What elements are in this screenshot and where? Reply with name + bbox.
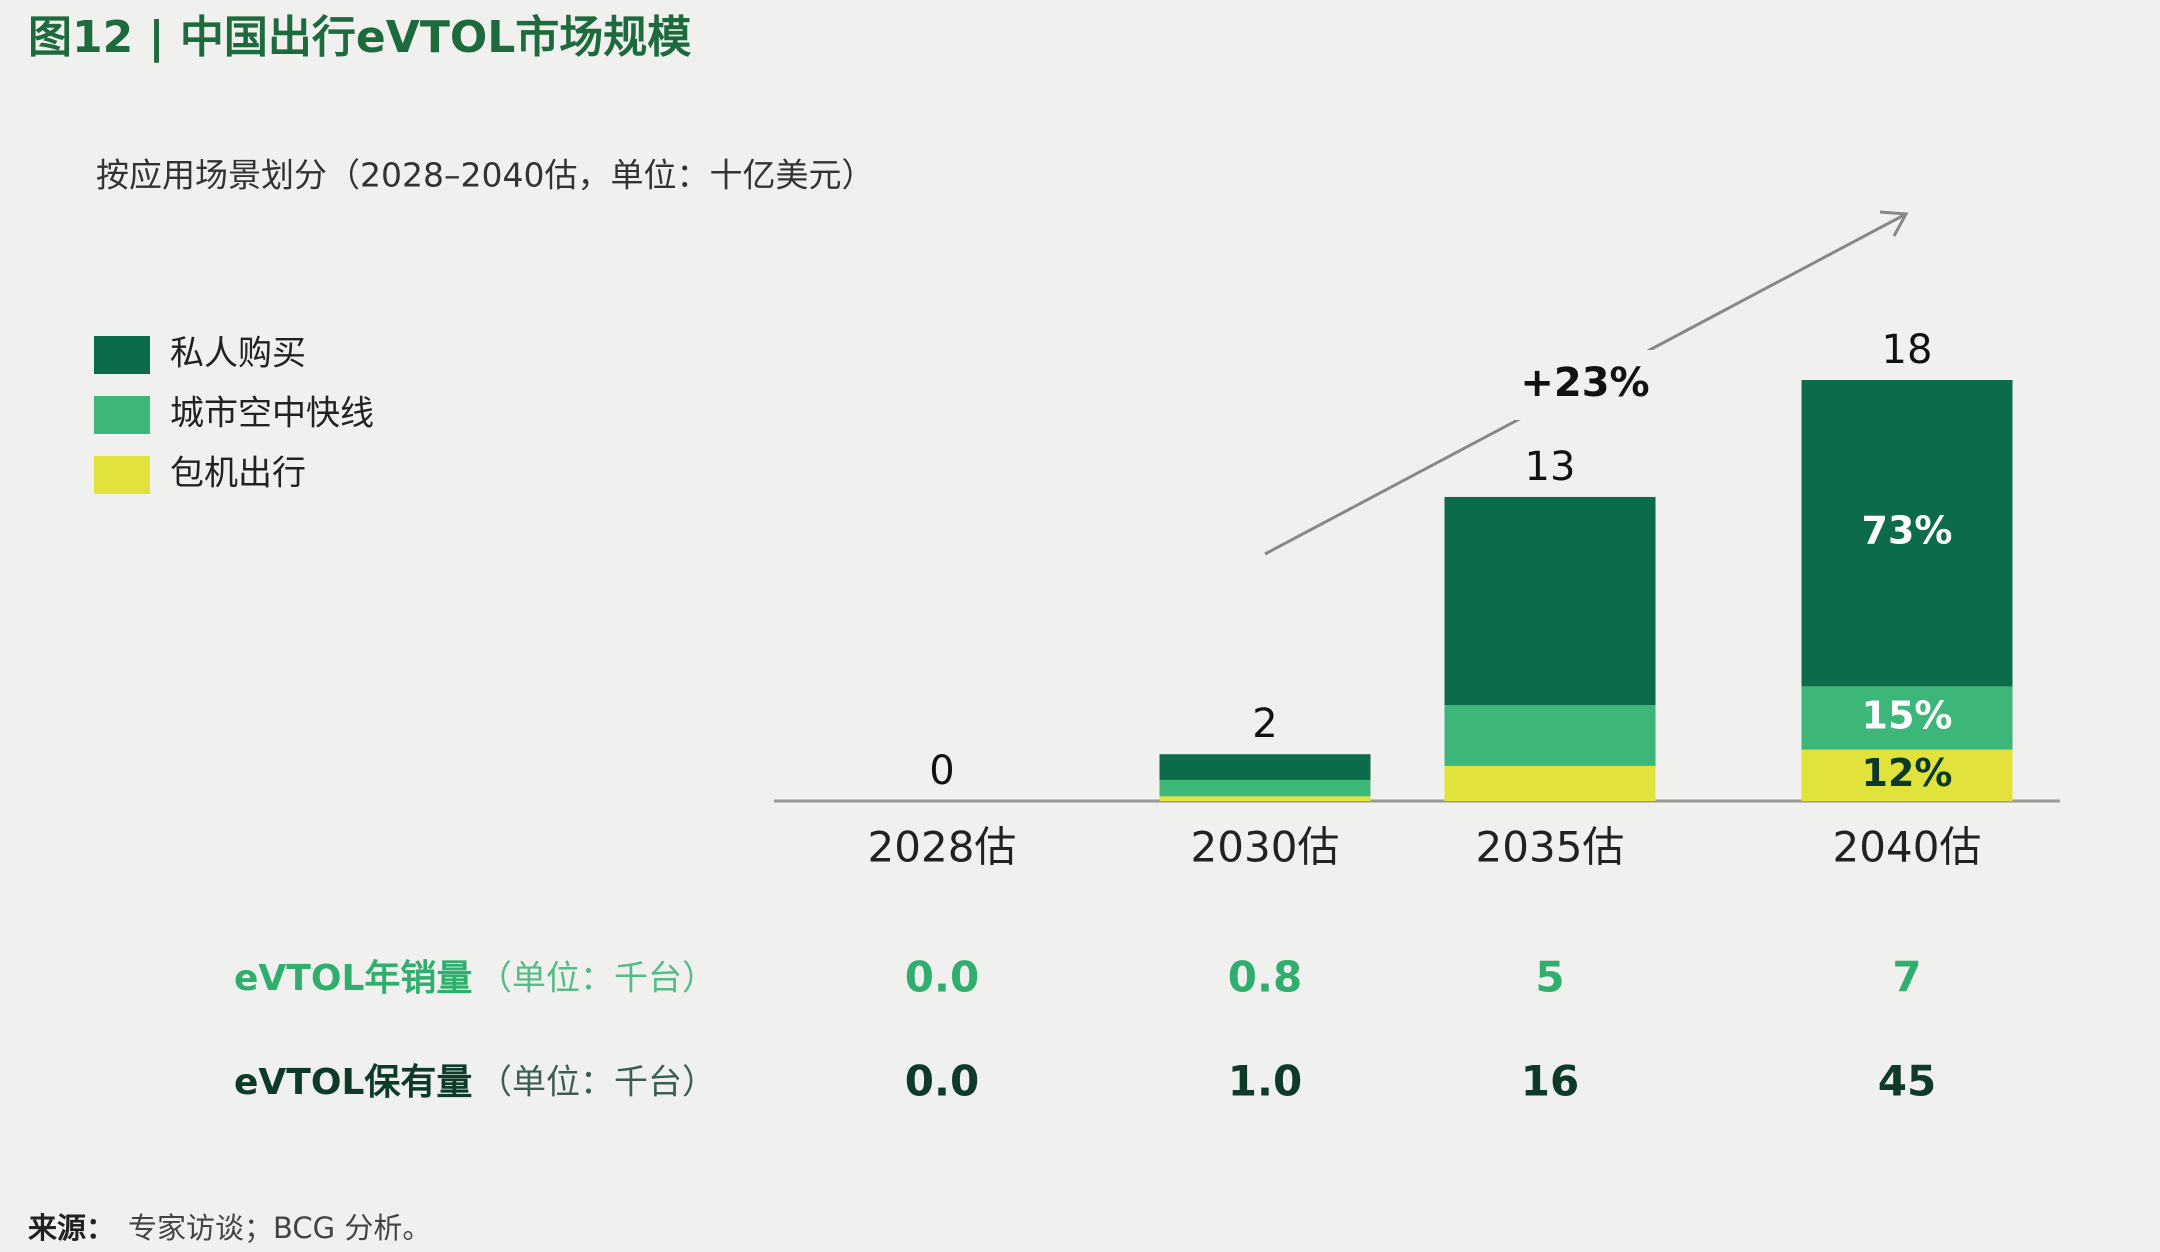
legend-swatch	[94, 336, 150, 374]
arrow-gap	[1510, 350, 1660, 420]
legend-swatch	[94, 456, 150, 494]
total-label: 13	[1525, 444, 1576, 490]
row-label: eVTOL年销量	[234, 958, 472, 999]
x-tick-label: 2028估	[868, 823, 1017, 872]
share-label: 73%	[1862, 509, 1953, 553]
bar-segment	[1159, 779, 1371, 797]
row-value: 5	[1535, 953, 1564, 1002]
total-label: 2	[1252, 701, 1277, 747]
row-value: 7	[1892, 953, 1921, 1002]
row-unit: （单位：千台）	[478, 959, 716, 999]
chart-title: 图12 | 中国出行eVTOL市场规模	[28, 12, 691, 63]
bar-segment	[1159, 754, 1371, 780]
row-unit: （单位：千台）	[478, 1063, 716, 1103]
total-label: 18	[1882, 327, 1933, 373]
x-tick-label: 2035估	[1476, 823, 1625, 872]
subtitle: 按应用场景划分（2028–2040估，单位：十亿美元）	[96, 156, 874, 195]
row-value: 16	[1521, 1057, 1579, 1106]
share-label: 12%	[1862, 751, 1953, 795]
row-label: eVTOL保有量	[234, 1062, 472, 1103]
total-label: 0	[929, 748, 954, 794]
arrow-head	[1879, 210, 1909, 237]
bar-segment	[1801, 686, 2013, 750]
x-tick-label: 2030估	[1191, 823, 1340, 872]
bar-segment	[1159, 796, 1371, 801]
bar-segment	[1801, 380, 2013, 687]
growth-label: +23%	[1520, 360, 1649, 406]
legend-swatch	[94, 396, 150, 434]
share-label: 15%	[1862, 693, 1953, 737]
source-label: 来源：	[28, 1211, 115, 1245]
row-value: 0.8	[1228, 953, 1302, 1002]
bar-segment	[1801, 749, 2013, 801]
source: 专家访谈；BCG 分析。	[128, 1211, 431, 1245]
bar-segment	[1444, 705, 1656, 766]
row-value: 0.0	[905, 1057, 979, 1106]
legend-label: 包机出行	[170, 454, 306, 494]
bar-segment	[1444, 496, 1656, 706]
row-value: 1.0	[1228, 1057, 1302, 1106]
row-value: 0.0	[905, 953, 979, 1002]
bar-segment	[1444, 765, 1656, 801]
x-tick-label: 2040估	[1833, 823, 1982, 872]
legend-label: 私人购买	[170, 334, 306, 374]
row-value: 45	[1878, 1057, 1936, 1106]
legend-label: 城市空中快线	[170, 394, 374, 434]
